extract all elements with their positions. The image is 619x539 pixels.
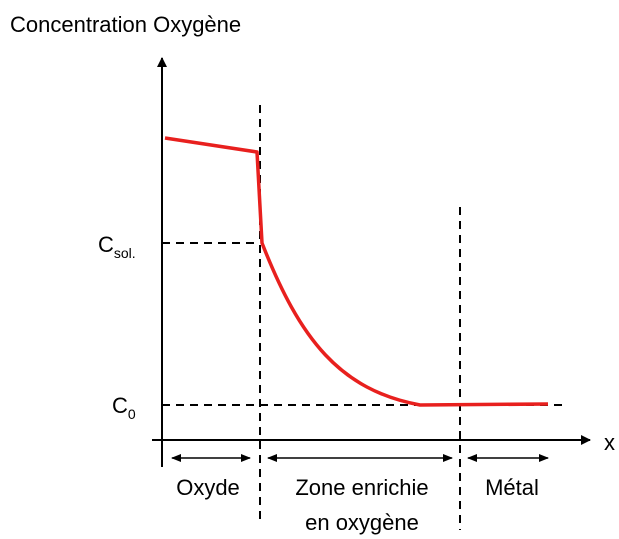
region-label: Zone enrichie [295, 475, 428, 500]
region-label: Métal [485, 475, 539, 500]
region-label: en oxygène [305, 510, 419, 535]
level-sub: sol. [114, 245, 136, 261]
y-axis-label: Concentration Oxygène [10, 12, 241, 37]
x-axis-label: x [604, 430, 615, 455]
concentration-curve [164, 136, 549, 407]
level-base: C [98, 232, 114, 257]
level-label: Csol. [98, 232, 136, 261]
region-label: Oxyde [176, 475, 240, 500]
level-label: C0 [112, 393, 136, 422]
level-base: C [112, 393, 128, 418]
level-sub: 0 [128, 406, 136, 422]
